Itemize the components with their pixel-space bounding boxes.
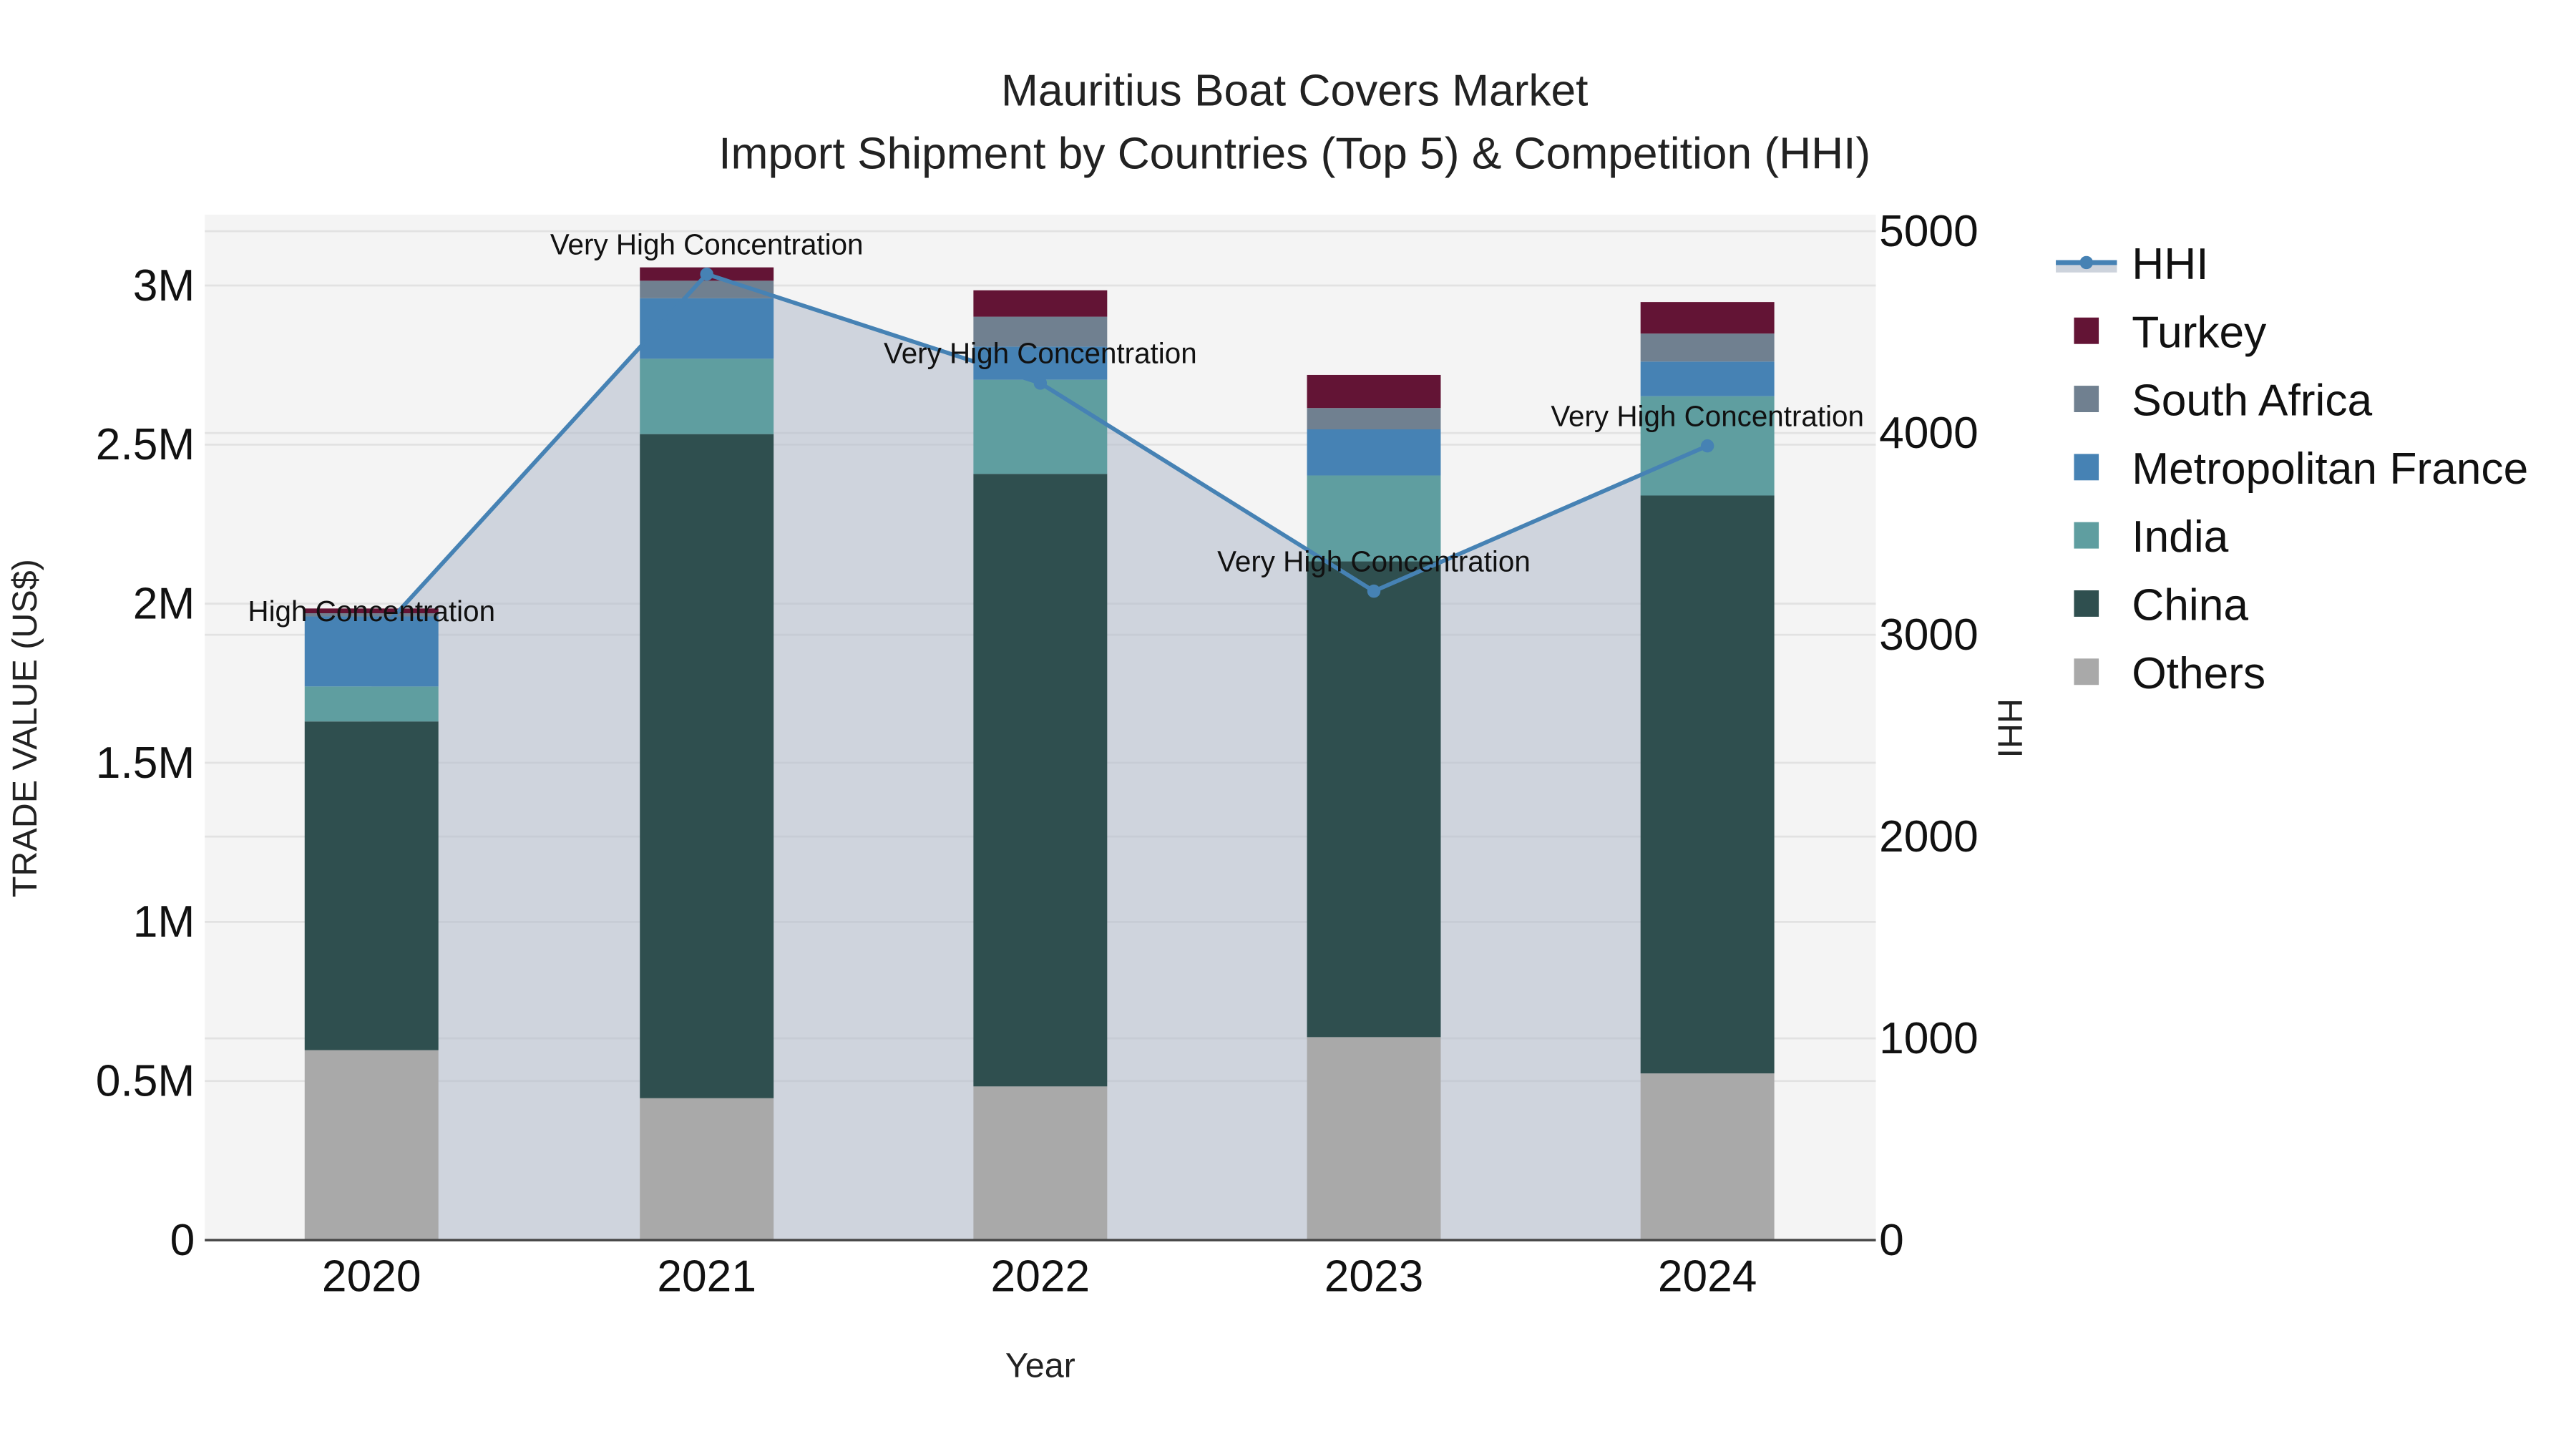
- hhi-marker[interactable]: [1367, 584, 1381, 598]
- bar-segment-china: [640, 434, 774, 1098]
- bar-segment-others: [1640, 1073, 1775, 1241]
- bar-segment-others: [640, 1098, 774, 1241]
- y-right-tick-label: 1000: [1879, 1014, 1979, 1063]
- y-left-tick-label: 0.5M: [96, 1057, 195, 1106]
- bar-segment-others: [304, 1050, 439, 1241]
- legend-swatch-icon: [2074, 658, 2099, 686]
- bar-segment-south-africa: [1640, 333, 1775, 362]
- hhi-marker[interactable]: [365, 634, 379, 648]
- bar-segment-south-africa: [1307, 408, 1441, 430]
- bar-segment-south-africa: [973, 316, 1108, 347]
- bar-segment-china: [304, 721, 439, 1050]
- legend-item-india[interactable]: India: [2074, 512, 2229, 562]
- bar-segment-india: [640, 358, 774, 434]
- y-left-axis-title: TRADE VALUE (US$): [6, 559, 44, 897]
- legend-swatch-icon: [2074, 386, 2099, 412]
- hhi-line: [365, 267, 1714, 648]
- x-tick-label: 2022: [991, 1252, 1091, 1302]
- x-tick-label: 2023: [1324, 1252, 1424, 1302]
- bar-segment-metropolitan-france: [1307, 429, 1441, 476]
- y-left-tick-label: 1M: [133, 897, 195, 947]
- chart-title-line2: Import Shipment by Countries (Top 5) & C…: [718, 129, 1870, 178]
- y-left-tick-label: 0: [170, 1216, 195, 1265]
- bar-segment-china: [973, 474, 1108, 1087]
- hhi-marker[interactable]: [1033, 376, 1048, 390]
- bar-segment-india: [304, 686, 439, 722]
- y-right-tick-label: 5000: [1879, 207, 1979, 256]
- x-axis-title: Year: [1005, 1347, 1075, 1385]
- legend-label: China: [2132, 581, 2248, 630]
- legend: HHI Turkey South Africa Metropolitan France…: [2056, 240, 2528, 698]
- bar-segment-metropolitan-france: [640, 298, 774, 359]
- legend-label: HHI: [2132, 240, 2208, 289]
- legend-marker-icon: [2079, 255, 2093, 270]
- bar-segment-metropolitan-france: [304, 616, 439, 687]
- legend-swatch-icon: [2074, 590, 2099, 617]
- bar-segment-turkey: [304, 608, 439, 614]
- y-right-ticks: 0 1000 2000 3000 4000 5000: [1879, 207, 1979, 1265]
- legend-swatch-icon: [2074, 522, 2099, 549]
- bar-segment-others: [973, 1086, 1108, 1241]
- hhi-annotation: Very High Concentration: [884, 337, 1197, 370]
- x-tick-label: 2021: [657, 1252, 756, 1302]
- bar-segment-india: [1307, 475, 1441, 562]
- legend-label: South Africa: [2132, 376, 2372, 426]
- legend-label: Others: [2132, 649, 2265, 698]
- x-ticks: 2020 2021 2022 2023 2024: [322, 1252, 1757, 1302]
- hhi-annotation: Very High Concentration: [1551, 399, 1864, 432]
- hhi-marker[interactable]: [700, 267, 713, 281]
- legend-item-china[interactable]: China: [2074, 581, 2248, 630]
- bar-segment-others: [1307, 1037, 1441, 1241]
- y-left-tick-label: 3M: [133, 261, 195, 311]
- legend-item-south-africa[interactable]: South Africa: [2074, 376, 2372, 426]
- bar-segment-turkey: [1307, 374, 1441, 409]
- legend-item-turkey[interactable]: Turkey: [2074, 308, 2267, 357]
- legend-label: Turkey: [2132, 308, 2267, 357]
- y-left-tick-label: 1.5M: [96, 738, 195, 788]
- bar-segment-metropolitan-france: [1640, 361, 1775, 396]
- hhi-annotations: High Concentration Very High Concentratio…: [248, 228, 1864, 627]
- legend-item-others[interactable]: Others: [2074, 649, 2265, 698]
- y-right-tick-label: 0: [1879, 1216, 1904, 1265]
- bar-segment-south-africa: [304, 613, 439, 617]
- y-left-ticks: 0 0.5M 1M 1.5M 2M 2.5M 3M: [96, 261, 195, 1265]
- hhi-annotation: High Concentration: [248, 595, 495, 628]
- stacked-bars: [304, 267, 1775, 1241]
- hhi-annotation: Very High Concentration: [1217, 545, 1531, 577]
- legend-label: India: [2132, 512, 2228, 562]
- legend-swatch-icon: [2074, 454, 2099, 481]
- bar-segment-metropolitan-france: [973, 346, 1108, 380]
- y-right-axis-title: HHI: [1990, 698, 2029, 758]
- bar-segment-china: [1640, 495, 1775, 1074]
- y-left-tick-label: 2.5M: [96, 420, 195, 469]
- legend-label: Metropolitan France: [2132, 444, 2528, 494]
- bar-segment-turkey: [1640, 302, 1775, 334]
- bar-segment-china: [1307, 561, 1441, 1038]
- y-right-tick-label: 4000: [1879, 409, 1979, 458]
- x-tick-label: 2020: [322, 1252, 421, 1302]
- legend-item-hhi[interactable]: HHI: [2056, 240, 2209, 289]
- hhi-annotation: Very High Concentration: [550, 228, 864, 260]
- hhi-marker[interactable]: [1700, 439, 1714, 453]
- y-left-tick-label: 2M: [133, 579, 195, 628]
- y-right-tick-label: 3000: [1879, 610, 1979, 660]
- legend-swatch-icon: [2074, 317, 2099, 344]
- bar-segment-india: [973, 379, 1108, 474]
- x-tick-label: 2024: [1658, 1252, 1757, 1302]
- y-right-tick-label: 2000: [1879, 812, 1979, 862]
- legend-item-metropolitan-france[interactable]: Metropolitan France: [2074, 444, 2528, 494]
- bar-segment-turkey: [973, 290, 1108, 317]
- chart-title-line1: Mauritius Boat Covers Market: [1001, 67, 1589, 116]
